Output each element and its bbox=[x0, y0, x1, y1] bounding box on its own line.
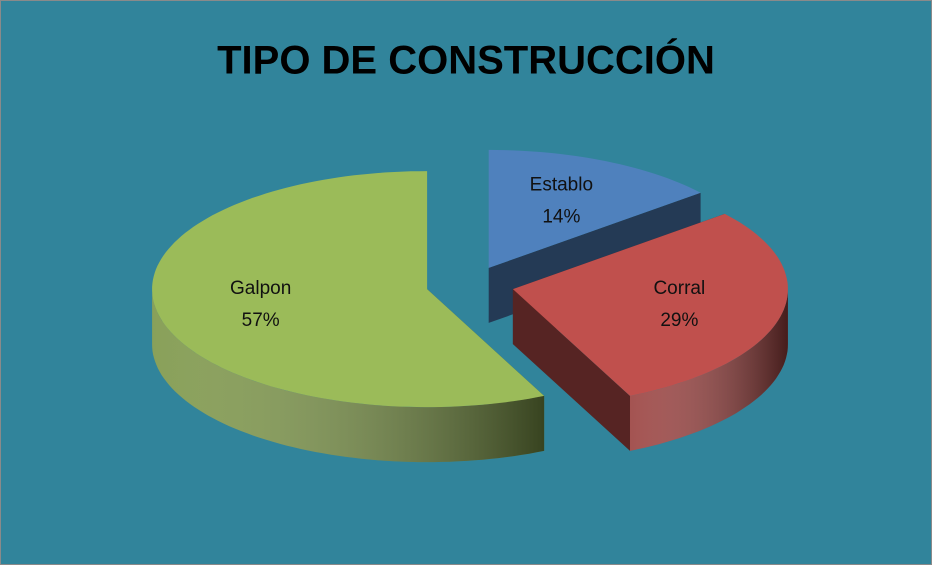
slice-top bbox=[488, 149, 701, 268]
data-label-value: 57% bbox=[242, 310, 280, 331]
data-label-value: 14% bbox=[542, 207, 580, 228]
data-label-name: Establo bbox=[530, 175, 593, 196]
data-label-name: Corral bbox=[653, 278, 705, 299]
slice bbox=[152, 171, 545, 463]
slice-rim-shade bbox=[152, 289, 545, 463]
data-label-value: 29% bbox=[660, 310, 698, 331]
slice-top bbox=[152, 171, 545, 408]
slice-side bbox=[512, 289, 630, 451]
slice-rim-shade bbox=[630, 289, 788, 451]
pie: Establo 14% Corral 29% Galpon 57% bbox=[152, 149, 788, 463]
chart-title: TIPO DE CONSTRUCCIÓN bbox=[217, 37, 715, 83]
slice-top bbox=[512, 213, 788, 396]
slice bbox=[512, 213, 788, 451]
data-label-name: Galpon bbox=[230, 278, 291, 299]
